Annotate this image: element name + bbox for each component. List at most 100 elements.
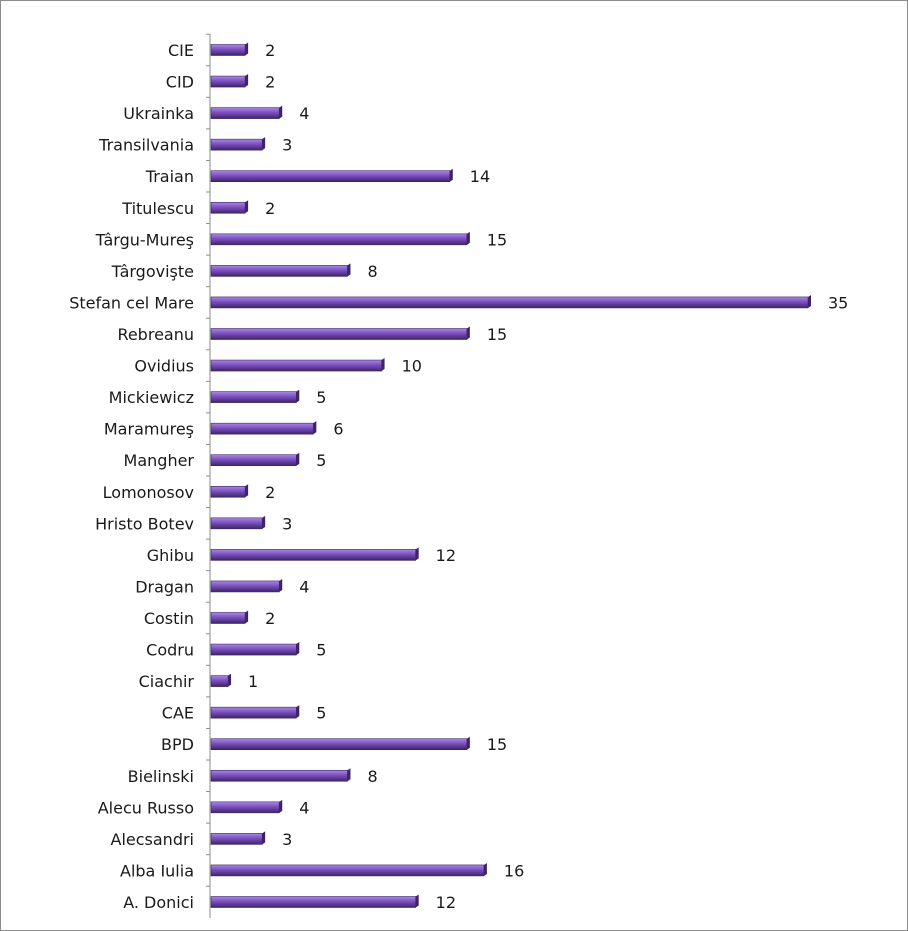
bar-cap-ciachir [228,673,232,687]
category-label-ghibu: Ghibu [147,546,194,565]
bar-cap-transilvania [262,137,266,151]
category-label-stefan-cel-mare: Stefan cel Mare [69,293,194,312]
category-label-mickiewicz: Mickiewicz [109,388,194,407]
category-label-alba-iulia: Alba Iulia [120,861,194,880]
category-label-t-rgu-mure: Târgu-Mureş [95,230,194,249]
value-label-rebreanu: 15 [487,325,507,344]
bar-mickiewicz [210,391,297,403]
value-label-mangher: 5 [316,451,326,470]
category-label-cie: CIE [168,41,194,60]
value-label-alba-iulia: 16 [504,861,524,880]
value-label-cid: 2 [265,73,275,92]
bar-cap-mickiewicz [296,389,300,403]
bar-cie [210,44,246,56]
bar-alba-iulia [210,864,485,877]
bar-cap-a-donici [415,894,419,908]
bar-cap-cie [245,42,249,56]
bar-cap-traian [449,168,453,182]
category-label-maramure: Maramureş [104,420,194,439]
value-label-stefan-cel-mare: 35 [828,293,848,312]
bar-bielinski [210,769,348,782]
bar-cap-t-rgu-mure [466,231,470,245]
category-label-ciachir: Ciachir [139,672,195,691]
value-label-titulescu: 2 [265,199,275,218]
value-label-cie: 2 [265,41,275,60]
value-label-ghibu: 12 [436,546,456,565]
value-label-t-rgovi-te: 8 [367,262,377,281]
category-label-hristo-botev: Hristo Botev [95,514,194,533]
category-label-ovidius: Ovidius [134,357,194,376]
value-label-bpd: 15 [487,735,507,754]
bar-transilvania [210,138,263,151]
bar-ghibu [210,549,416,561]
bar-cap-bpd [466,736,470,750]
bar-codru [210,643,297,656]
value-label-a-donici: 12 [436,893,456,912]
value-label-t-rgu-mure: 15 [487,230,507,249]
bar-cap-mangher [296,452,300,466]
value-label-alecsandri: 3 [282,830,292,849]
category-label-transilvania: Transilvania [98,136,194,155]
bar-bpd [210,738,468,751]
value-label-ciachir: 1 [248,672,258,691]
category-label-bielinski: Bielinski [128,767,194,786]
bar-cap-dragan [279,578,283,592]
bar-cap-ghibu [415,547,419,561]
bar-cap-titulescu [245,200,249,214]
value-label-lomonosov: 2 [265,483,275,502]
category-label-ukrainka: Ukrainka [123,104,194,123]
value-label-ukrainka: 4 [299,104,309,123]
category-label-t-rgovi-te: Târgovişte [111,262,194,281]
bar-t-rgovi-te [210,265,348,277]
bar-cap-cae [296,705,300,719]
value-label-maramure: 6 [333,420,343,439]
bar-cap-codru [296,642,300,656]
bar-a-donici [210,896,416,908]
category-label-dragan: Dragan [135,577,194,596]
value-label-codru: 5 [316,641,326,660]
value-label-transilvania: 3 [282,136,292,155]
value-label-ovidius: 10 [402,357,422,376]
value-label-bielinski: 8 [367,767,377,786]
bar-t-rgu-mure [210,233,468,246]
value-label-hristo-botev: 3 [282,514,292,533]
bar-cap-bielinski [347,768,351,782]
category-label-mangher: Mangher [124,451,195,470]
bar-cap-ukrainka [279,105,283,119]
category-label-titulescu: Titulescu [121,199,194,218]
bar-dragan [210,580,280,593]
bar-traian [210,170,451,183]
category-label-traian: Traian [145,167,194,186]
bar-cap-t-rgovi-te [347,263,351,277]
bar-alecu-russo [210,801,280,814]
category-label-rebreanu: Rebreanu [117,325,194,344]
bar-cap-stefan-cel-mare [808,294,811,308]
bar-cap-alecu-russo [279,799,283,813]
category-label-cae: CAE [162,704,194,723]
category-label-alecu-russo: Alecu Russo [98,798,194,817]
bar-alecsandri [210,833,263,845]
category-label-costin: Costin [144,609,194,628]
bar-cap-alba-iulia [483,862,487,876]
bar-costin [210,612,246,624]
category-label-bpd: BPD [161,735,194,754]
bar-cid [210,75,246,88]
category-label-codru: Codru [146,641,194,660]
bar-ovidius [210,359,382,372]
category-label-lomonosov: Lomonosov [103,483,194,502]
category-label-a-donici: A. Donici [123,893,194,912]
bar-cap-cid [245,74,249,88]
bar-rebreanu [210,328,468,340]
bar-cap-rebreanu [466,326,470,340]
bar-cap-maramure [313,421,317,435]
category-label-alecsandri: Alecsandri [111,830,195,849]
bar-cap-hristo-botev [262,515,266,529]
bar-ciachir [210,675,229,687]
bar-cap-lomonosov [245,484,249,498]
category-label-cid: CID [166,73,194,92]
value-label-costin: 2 [265,609,275,628]
bar-cae [210,706,297,719]
value-label-cae: 5 [316,704,326,723]
